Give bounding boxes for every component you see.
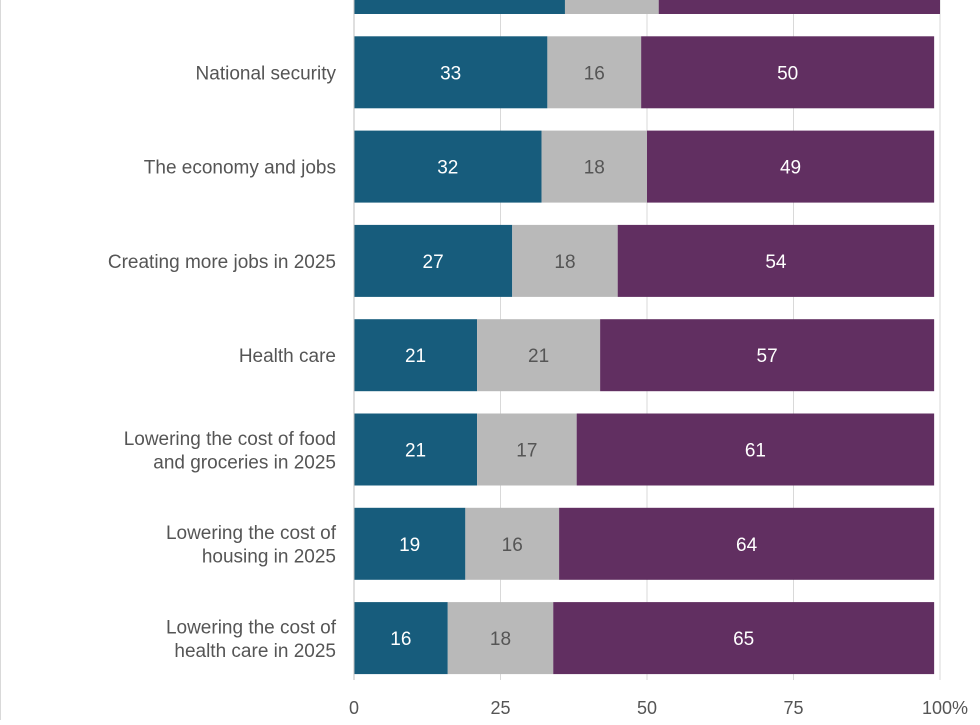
data-label: 21: [405, 441, 426, 462]
data-label: 64: [736, 535, 758, 556]
bar-segment-3: [617, 224, 935, 297]
bar-row: 19 16 64: [354, 507, 935, 580]
bar-segment-3: [559, 507, 935, 580]
data-label: 54: [765, 252, 787, 273]
bar-segment-1: [354, 413, 478, 486]
bar-segment-3: [647, 130, 935, 203]
data-label: 49: [780, 158, 801, 179]
bar-segment-2: [465, 507, 560, 580]
data-label: 50: [777, 63, 798, 84]
category-label: Lowering the cost of food: [124, 429, 336, 450]
data-label: 65: [733, 629, 754, 650]
bar-segment-2: [541, 130, 647, 203]
bar-segment-1: [354, 0, 565, 14]
category-label: Lowering the cost of: [166, 617, 337, 638]
bars: 33 16 50 32 18 49 27 18 54 21 21 57 21 17 61 19 16 64 16 18…: [354, 0, 940, 675]
bar-row: [354, 0, 940, 14]
category-label: Creating more jobs in 2025: [108, 252, 336, 273]
bar-segment-1: [354, 130, 542, 203]
bar-segment-3: [641, 36, 935, 109]
category-label: housing in 2025: [202, 547, 336, 568]
x-tick-label: 25: [490, 698, 510, 718]
bar-segment-3: [576, 413, 935, 486]
category-label: The economy and jobs: [144, 158, 336, 179]
category-label: Health care: [239, 346, 336, 367]
data-label: 33: [440, 63, 461, 84]
bar-row: 21 21 57: [354, 319, 935, 392]
data-label: 27: [423, 252, 444, 273]
bar-segment-2: [447, 602, 554, 675]
bar-row: 33 16 50: [354, 36, 935, 109]
x-tick-label: 75: [783, 698, 803, 718]
bar-row: 27 18 54: [354, 224, 935, 297]
data-label: 32: [437, 158, 458, 179]
x-axis-ticks: 0 25 50 75 100%: [349, 698, 968, 718]
bar-segment-2: [477, 413, 577, 486]
bar-segment-3: [658, 0, 940, 14]
bar-row: 16 18 65: [354, 602, 935, 675]
bar-row: 21 17 61: [354, 413, 935, 486]
data-label: 21: [405, 346, 426, 367]
bar-segment-2: [512, 224, 618, 297]
category-labels: National security The economy and jobs Cre…: [108, 63, 337, 662]
data-label: 18: [554, 252, 575, 273]
bar-segment-1: [354, 602, 448, 675]
bar-segment-3: [600, 319, 935, 392]
category-label: health care in 2025: [174, 641, 336, 662]
data-label: 19: [399, 535, 420, 556]
x-tick-label: 50: [637, 698, 657, 718]
bar-segment-2: [547, 36, 642, 109]
x-tick-label: 100%: [922, 698, 968, 718]
data-label: 17: [516, 441, 537, 462]
data-label: 16: [584, 63, 605, 84]
bar-segment-1: [354, 224, 513, 297]
bar-segment-2: [477, 319, 601, 392]
data-label: 61: [745, 441, 766, 462]
category-label: Lowering the cost of: [166, 523, 337, 544]
data-label: 57: [757, 346, 778, 367]
bar-row: 32 18 49: [354, 130, 935, 203]
data-label: 18: [584, 158, 605, 179]
bar-segment-3: [553, 602, 935, 675]
bar-segment-1: [354, 319, 478, 392]
data-label: 16: [390, 629, 411, 650]
data-label: 21: [528, 346, 549, 367]
x-tick-label: 0: [349, 698, 359, 718]
bar-segment-2: [564, 0, 659, 14]
data-label: 16: [502, 535, 523, 556]
bar-segment-1: [354, 507, 466, 580]
left-border: [0, 0, 1, 720]
category-label: and groceries in 2025: [153, 452, 336, 473]
data-label: 18: [490, 629, 511, 650]
bar-segment-1: [354, 36, 548, 109]
category-label: National security: [196, 63, 337, 84]
